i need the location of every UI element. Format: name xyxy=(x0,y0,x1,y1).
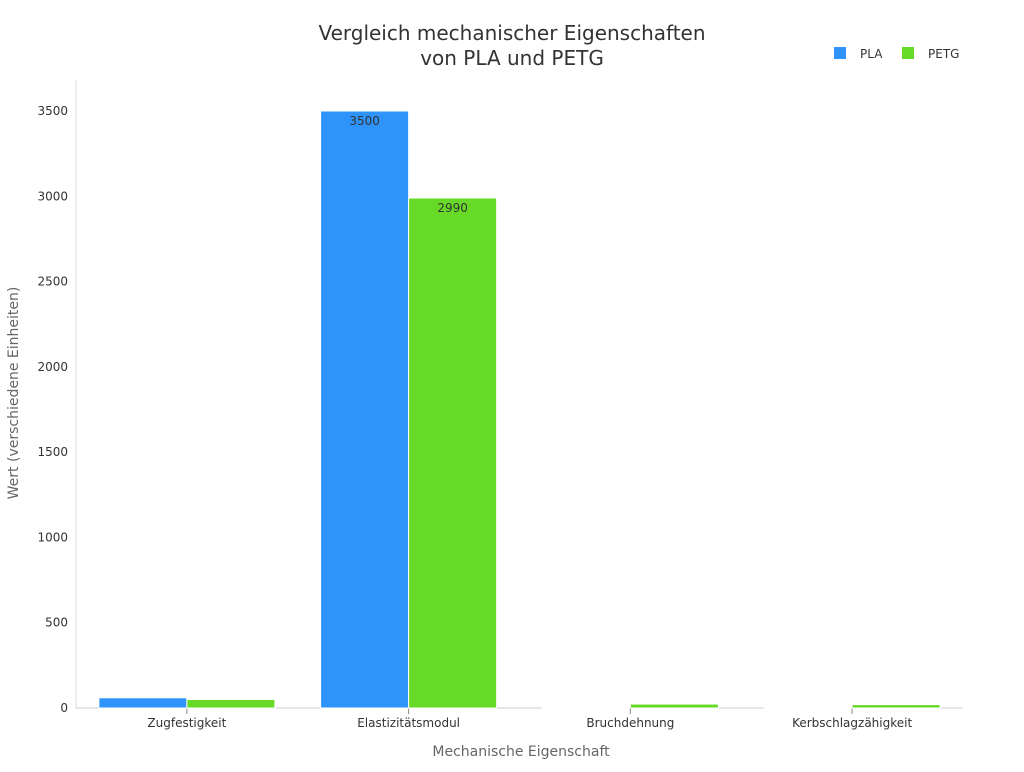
data-label: 3500 xyxy=(349,114,380,128)
y-tick-label: 2500 xyxy=(37,275,68,289)
x-tick-label: Kerbschlagzähigkeit xyxy=(792,716,912,730)
data-label: 2990 xyxy=(437,201,468,215)
y-tick-label: 3500 xyxy=(37,104,68,118)
y-tick-label: 3000 xyxy=(37,189,68,203)
bar-petg xyxy=(186,698,276,709)
y-tick-label: 1000 xyxy=(37,530,68,544)
y-tick-label: 1500 xyxy=(37,445,68,459)
chart-title: von PLA und PETG xyxy=(420,46,604,70)
legend-swatch xyxy=(834,47,846,59)
legend-swatch xyxy=(902,47,914,59)
x-tick-label: Bruchdehnung xyxy=(586,716,674,730)
x-axis-label: Mechanische Eigenschaft xyxy=(432,744,610,760)
legend-label: PLA xyxy=(860,47,883,61)
bar-petg xyxy=(629,703,719,709)
y-tick-label: 500 xyxy=(45,616,68,630)
y-tick-label: 2000 xyxy=(37,360,68,374)
bar-pla xyxy=(763,706,853,709)
y-axis-label: Wert (verschiedene Einheiten) xyxy=(6,287,22,500)
legend-label: PETG xyxy=(928,47,959,61)
bar-pla xyxy=(320,110,410,709)
y-tick-label: 0 xyxy=(60,701,68,715)
bar-pla xyxy=(98,697,188,709)
x-tick-label: Elastizitätsmodul xyxy=(357,716,460,730)
bar-petg xyxy=(851,704,941,709)
chart-title: Vergleich mechanischer Eigenschaften xyxy=(318,21,705,45)
x-tick-label: Zugfestigkeit xyxy=(147,716,226,730)
bar-petg xyxy=(408,197,498,709)
bar-pla xyxy=(541,706,631,709)
